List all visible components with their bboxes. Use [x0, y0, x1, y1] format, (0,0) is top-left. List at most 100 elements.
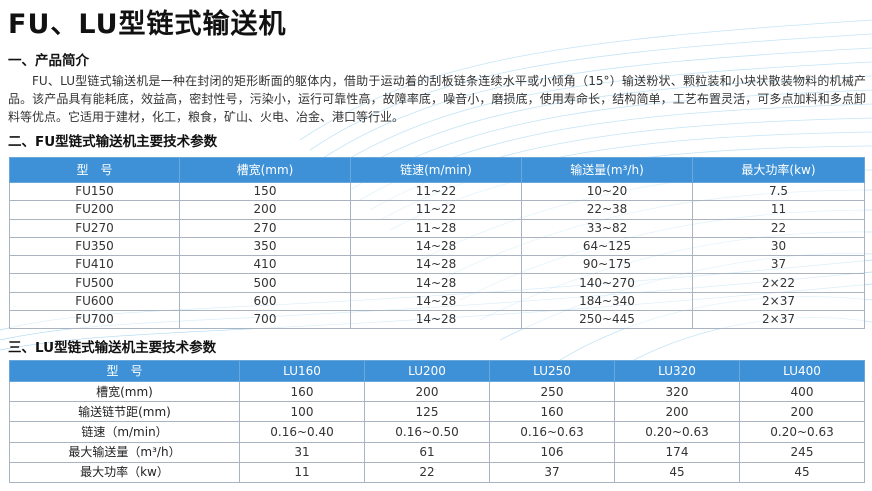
table-cell: 22 — [692, 218, 865, 238]
table-row: FU410 410 14~28 90~175 37 — [9, 255, 865, 275]
table-cell: 174 — [614, 441, 740, 463]
lu-params-table: 型 号 LU160 LU200 LU250 LU320 LU400 槽宽(mm)… — [9, 360, 865, 483]
table-cell: 10~20 — [521, 181, 693, 202]
table-cell: 0.20~0.63 — [614, 421, 740, 443]
table-row: FU600 600 14~28 184~340 2×37 — [9, 291, 865, 312]
table-cell: 160 — [239, 380, 365, 403]
column-header-trough-width: 槽宽(mm) — [179, 157, 351, 183]
section-heading-intro: 一、产品简介 — [8, 53, 89, 69]
table-cell: 600 — [179, 291, 351, 312]
table-row: FU350 350 14~28 64~125 30 — [9, 236, 865, 257]
table-cell: 14~28 — [350, 236, 522, 257]
table-cell: 37 — [692, 255, 865, 275]
table-cell: 0.16~0.40 — [239, 421, 365, 443]
table-cell: 200 — [739, 401, 865, 423]
page-title: FU、LU型链式输送机 — [8, 9, 287, 40]
table-row: 最大功率（kw） 11 22 37 45 45 — [9, 461, 865, 483]
column-header-model: 型 号 — [9, 360, 240, 382]
row-label: 输送链节距(mm) — [9, 401, 240, 423]
table-cell: FU600 — [9, 291, 180, 312]
table-cell: 150 — [179, 181, 351, 202]
table-cell: 320 — [614, 380, 740, 403]
table-cell: 410 — [179, 255, 351, 275]
table-row: 最大输送量（m³/h） 31 61 106 174 245 — [9, 441, 865, 463]
table-row: FU700 700 14~28 250~445 2×37 — [9, 310, 865, 330]
table-cell: 125 — [364, 401, 490, 423]
table-cell: 200 — [614, 401, 740, 423]
table-header-row: 型 号 槽宽(mm) 链速(m/min) 输送量(m³/h) 最大功率(kw) — [9, 157, 865, 183]
table-cell: 200 — [179, 200, 351, 220]
table-cell: 45 — [739, 461, 865, 483]
row-label: 最大功率（kw） — [9, 461, 240, 483]
table-cell: 64~125 — [521, 236, 693, 257]
table-cell: 14~28 — [350, 291, 522, 312]
table-cell: 22 — [364, 461, 490, 483]
table-cell: 2×22 — [692, 273, 865, 293]
table-cell: 11 — [239, 461, 365, 483]
table-cell: 106 — [489, 441, 615, 463]
column-header-model: 型 号 — [9, 157, 180, 183]
table-cell: 30 — [692, 236, 865, 257]
column-header-lu250: LU250 — [489, 360, 615, 382]
table-cell: 250~445 — [521, 310, 693, 330]
table-cell: FU150 — [9, 181, 180, 202]
table-cell: 0.16~0.50 — [364, 421, 490, 443]
section-heading-fu-params: 二、FU型链式输送机主要技术参数 — [8, 134, 218, 150]
table-cell: 22~38 — [521, 200, 693, 220]
table-cell: 14~28 — [350, 310, 522, 330]
table-row: FU150 150 11~22 10~20 7.5 — [9, 181, 865, 202]
table-row: FU200 200 11~22 22~38 11 — [9, 200, 865, 220]
table-cell: FU270 — [9, 218, 180, 238]
table-cell: 45 — [614, 461, 740, 483]
table-cell: 700 — [179, 310, 351, 330]
table-cell: 400 — [739, 380, 865, 403]
table-cell: 184~340 — [521, 291, 693, 312]
table-cell: 250 — [489, 380, 615, 403]
table-cell: FU200 — [9, 200, 180, 220]
table-cell: 200 — [364, 380, 490, 403]
table-cell: 100 — [239, 401, 365, 423]
table-cell: 2×37 — [692, 291, 865, 312]
table-cell: 11 — [692, 200, 865, 220]
table-cell: 90~175 — [521, 255, 693, 275]
table-cell: 160 — [489, 401, 615, 423]
table-cell: 245 — [739, 441, 865, 463]
table-cell: 0.20~0.63 — [739, 421, 865, 443]
table-row: FU270 270 11~28 33~82 22 — [9, 218, 865, 238]
table-cell: FU700 — [9, 310, 180, 330]
column-header-lu320: LU320 — [614, 360, 740, 382]
column-header-capacity: 输送量(m³/h) — [521, 157, 693, 183]
row-label: 链速（m/min） — [9, 421, 240, 443]
table-row: 链速（m/min） 0.16~0.40 0.16~0.50 0.16~0.63 … — [9, 421, 865, 443]
table-cell: 14~28 — [350, 255, 522, 275]
table-row: 槽宽(mm) 160 200 250 320 400 — [9, 380, 865, 403]
table-cell: 11~22 — [350, 181, 522, 202]
table-cell: 61 — [364, 441, 490, 463]
product-intro-text: FU、LU型链式输送机是一种在封闭的矩形断面的躯体内，借助于运动着的刮板链条连续… — [8, 74, 866, 124]
table-cell: FU500 — [9, 273, 180, 293]
row-label: 最大输送量（m³/h） — [9, 441, 240, 463]
table-row: 输送链节距(mm) 100 125 160 200 200 — [9, 401, 865, 423]
table-cell: 7.5 — [692, 181, 865, 202]
table-cell: 270 — [179, 218, 351, 238]
table-cell: 2×37 — [692, 310, 865, 330]
table-cell: 14~28 — [350, 273, 522, 293]
table-cell: FU350 — [9, 236, 180, 257]
table-cell: 11~28 — [350, 218, 522, 238]
table-cell: 11~22 — [350, 200, 522, 220]
fu-params-table: 型 号 槽宽(mm) 链速(m/min) 输送量(m³/h) 最大功率(kw) … — [9, 157, 865, 330]
section-heading-lu-params: 三、LU型链式输送机主要技术参数 — [8, 340, 217, 356]
table-cell: 0.16~0.63 — [489, 421, 615, 443]
table-cell: 31 — [239, 441, 365, 463]
column-header-lu160: LU160 — [239, 360, 365, 382]
table-cell: FU410 — [9, 255, 180, 275]
table-header-row: 型 号 LU160 LU200 LU250 LU320 LU400 — [9, 360, 865, 382]
column-header-lu200: LU200 — [364, 360, 490, 382]
table-cell: 500 — [179, 273, 351, 293]
column-header-chain-speed: 链速(m/min) — [350, 157, 522, 183]
table-row: FU500 500 14~28 140~270 2×22 — [9, 273, 865, 293]
table-cell: 33~82 — [521, 218, 693, 238]
column-header-lu400: LU400 — [739, 360, 865, 382]
table-cell: 140~270 — [521, 273, 693, 293]
table-cell: 37 — [489, 461, 615, 483]
